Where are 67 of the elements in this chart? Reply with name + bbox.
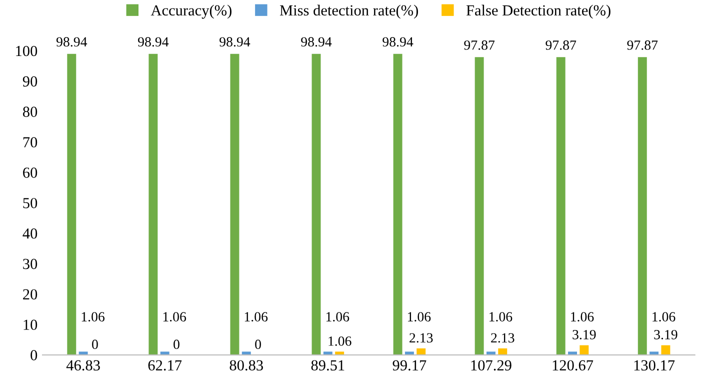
bar xyxy=(474,57,484,355)
x-tick-label: 62.17 xyxy=(148,360,182,371)
legend-label: Miss detection rate(%) xyxy=(280,4,418,19)
y-tick-label: 30 xyxy=(23,258,38,270)
bar xyxy=(335,352,344,355)
data-label: 98.94 xyxy=(220,37,250,47)
data-label: 1.06 xyxy=(82,312,105,322)
y-tick-label: 60 xyxy=(23,168,38,178)
y-tick-label: 70 xyxy=(23,137,38,148)
data-label: 1.06 xyxy=(408,312,431,322)
x-tick-label: 80.83 xyxy=(230,360,263,371)
legend-label: False Detection rate(%) xyxy=(466,4,610,19)
data-label: 2.13 xyxy=(491,333,514,343)
data-label: 97.87 xyxy=(464,40,495,50)
bar xyxy=(580,345,589,355)
y-tick-label: 50 xyxy=(23,198,38,208)
data-label: 3.19 xyxy=(572,330,596,340)
bar xyxy=(650,352,659,355)
bar xyxy=(160,352,170,355)
bar xyxy=(312,54,321,355)
y-tick-label: 80 xyxy=(22,106,38,117)
bar xyxy=(67,54,76,355)
data-label: 0 xyxy=(174,340,180,350)
bar xyxy=(78,352,88,355)
bar xyxy=(638,57,647,355)
bar xyxy=(404,352,414,355)
data-label: 1.06 xyxy=(571,312,594,322)
bar xyxy=(498,348,508,355)
bar xyxy=(393,54,402,355)
y-tick-label: 10 xyxy=(24,320,38,330)
bar xyxy=(323,352,332,355)
data-label: 1.06 xyxy=(244,312,268,322)
bar xyxy=(568,352,577,355)
data-label: 98.94 xyxy=(56,37,88,47)
data-label: 97.87 xyxy=(546,40,576,50)
bar xyxy=(661,345,670,355)
data-label: 98.94 xyxy=(382,37,414,47)
bar xyxy=(416,348,426,355)
data-label: 1.06 xyxy=(163,312,186,322)
data-label: 1.06 xyxy=(328,336,352,346)
data-label: 2.13 xyxy=(410,333,433,343)
y-tick-label: 90 xyxy=(22,76,38,87)
bar xyxy=(556,57,566,355)
data-label: 98.94 xyxy=(301,37,332,47)
y-tick-label: 100 xyxy=(16,46,38,56)
y-tick-label: 40 xyxy=(22,228,38,239)
bar xyxy=(148,54,158,355)
bar xyxy=(486,352,496,355)
legend-label: Accuracy(%) xyxy=(150,4,232,19)
x-tick-label: 107.29 xyxy=(471,360,512,371)
x-tick-label: 89.51 xyxy=(311,360,344,371)
y-tick-label: 0 xyxy=(30,350,38,360)
data-label: 1.06 xyxy=(326,312,350,322)
data-label: 3.19 xyxy=(654,330,678,340)
x-tick-label: 46.83 xyxy=(66,360,100,371)
x-tick-label: 130.17 xyxy=(634,360,675,371)
x-tick-label: 99.17 xyxy=(392,360,426,371)
data-label: 1.06 xyxy=(652,312,676,322)
bar xyxy=(230,54,240,355)
data-label: 1.06 xyxy=(490,312,512,322)
data-label: 0 xyxy=(92,340,98,350)
data-label: 98.94 xyxy=(138,37,169,47)
y-tick-label: 20 xyxy=(23,289,38,300)
data-label: 0 xyxy=(255,340,261,350)
data-label: 97.87 xyxy=(627,40,658,50)
bar xyxy=(242,352,251,355)
x-tick-label: 120.67 xyxy=(552,360,594,371)
